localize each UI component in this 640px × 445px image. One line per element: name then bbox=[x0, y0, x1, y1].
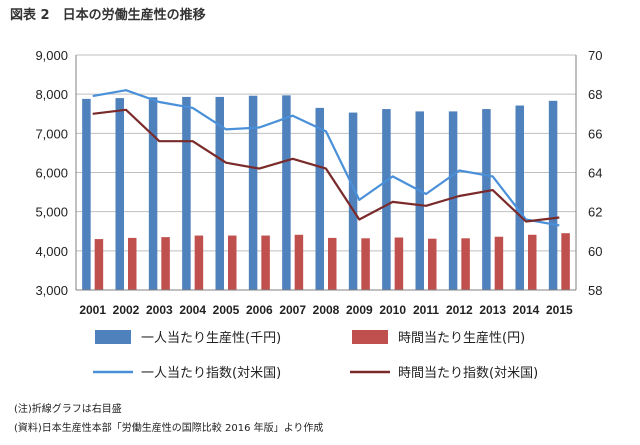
bar-per-hour bbox=[361, 238, 370, 290]
bar-per-person bbox=[115, 98, 124, 290]
y-left-tick-label: 4,000 bbox=[35, 244, 68, 259]
y-right-tick-label: 68 bbox=[588, 87, 602, 102]
bar-per-hour bbox=[294, 234, 304, 290]
chart-title: 図表 2 日本の労働生産性の推移 bbox=[10, 8, 206, 23]
y-right-tick-label: 64 bbox=[588, 166, 602, 181]
bar-per-hour bbox=[94, 239, 104, 290]
bar-per-hour bbox=[428, 238, 437, 290]
bar-per-person bbox=[515, 105, 524, 291]
legend-per-hour-index-label: 時間当たり指数(対米国) bbox=[398, 366, 538, 381]
x-tick-label: 2015 bbox=[546, 303, 573, 317]
footnote-note: (注)折線グラフは右目盛 bbox=[14, 404, 122, 415]
bar-per-hour bbox=[461, 238, 470, 290]
line-per-hour-index bbox=[92, 108, 560, 223]
bar-per-hour bbox=[394, 237, 404, 290]
y-right-tick-label: 70 bbox=[588, 48, 602, 63]
bar-series bbox=[82, 95, 570, 291]
bar-per-person bbox=[182, 96, 191, 291]
x-tick-label: 2004 bbox=[179, 303, 206, 317]
bar-per-person bbox=[348, 112, 358, 290]
bar-per-person bbox=[148, 97, 158, 290]
y-right-tick-label: 62 bbox=[588, 205, 602, 220]
x-tick-label: 2014 bbox=[513, 303, 540, 317]
y-left-tick-label: 5,000 bbox=[35, 205, 68, 220]
bar-per-hour bbox=[161, 237, 170, 290]
bar-per-person bbox=[548, 100, 558, 290]
y-right-tick-label: 58 bbox=[588, 283, 602, 298]
legend-per-person-index-label: 一人当たり指数(対米国) bbox=[141, 366, 281, 381]
bar-per-person bbox=[482, 109, 491, 290]
legend-per-person-productivity-label: 一人当たり生産性(千円) bbox=[141, 330, 281, 346]
x-tick-label: 2007 bbox=[279, 303, 306, 317]
bar-per-person bbox=[382, 109, 391, 290]
x-tick-label: 2011 bbox=[413, 303, 439, 317]
footnote-source: (資料)日本生産性本部「労働生産性の国際比較 2016 年版」より作成 bbox=[14, 423, 324, 434]
x-tick-label: 2010 bbox=[379, 303, 406, 317]
legend-per-hour-productivity-label: 時間当たり生産性(円) bbox=[398, 330, 525, 346]
bar-per-person bbox=[248, 95, 258, 290]
x-tick-label: 2001 bbox=[79, 303, 106, 317]
bar-per-hour bbox=[561, 233, 570, 290]
y-right-tick-label: 66 bbox=[588, 126, 602, 141]
bar-per-person bbox=[82, 98, 91, 290]
bar-per-hour bbox=[128, 237, 137, 290]
legend-per-person-productivity-swatch bbox=[95, 330, 131, 344]
x-tick-label: 2003 bbox=[146, 303, 173, 317]
bar-per-person bbox=[315, 107, 324, 290]
x-tick-label: 2013 bbox=[479, 303, 506, 317]
legend: 一人当たり生産性(千円) 時間当たり生産性(円) 一人当たり指数(対米国) 時間当たり… bbox=[93, 330, 538, 381]
y-left-tick-label: 6,000 bbox=[35, 166, 68, 181]
x-tick-label: 2012 bbox=[446, 303, 473, 317]
bar-per-person bbox=[282, 95, 291, 290]
bar-per-hour bbox=[328, 237, 337, 290]
bar-per-hour bbox=[494, 236, 504, 290]
x-tick-label: 2009 bbox=[346, 303, 373, 317]
x-tick-label: 2005 bbox=[213, 303, 240, 317]
y-left-tick-label: 3,000 bbox=[35, 283, 68, 298]
x-tick-label: 2006 bbox=[246, 303, 273, 317]
y-left-tick-label: 8,000 bbox=[35, 87, 68, 102]
bar-per-hour bbox=[194, 235, 204, 290]
x-tick-label: 2002 bbox=[113, 303, 140, 317]
line-series bbox=[92, 89, 560, 227]
line-per-person-index bbox=[92, 89, 560, 227]
legend-per-hour-productivity-swatch bbox=[352, 330, 388, 344]
y-right-tick-label: 60 bbox=[588, 244, 602, 259]
bar-per-person bbox=[415, 111, 424, 291]
x-tick-label: 2008 bbox=[313, 303, 340, 317]
bar-per-person bbox=[215, 96, 224, 291]
y-left-tick-label: 7,000 bbox=[35, 126, 68, 141]
y-left-tick-label: 9,000 bbox=[35, 48, 68, 63]
bar-per-hour bbox=[528, 234, 537, 290]
bar-per-hour bbox=[228, 235, 237, 290]
axes: 3,000 4,000 5,000 6,000 7,000 8,000 9,000 58 60 6… bbox=[35, 48, 602, 317]
bar-per-person bbox=[448, 111, 458, 291]
bar-per-hour bbox=[261, 235, 270, 290]
